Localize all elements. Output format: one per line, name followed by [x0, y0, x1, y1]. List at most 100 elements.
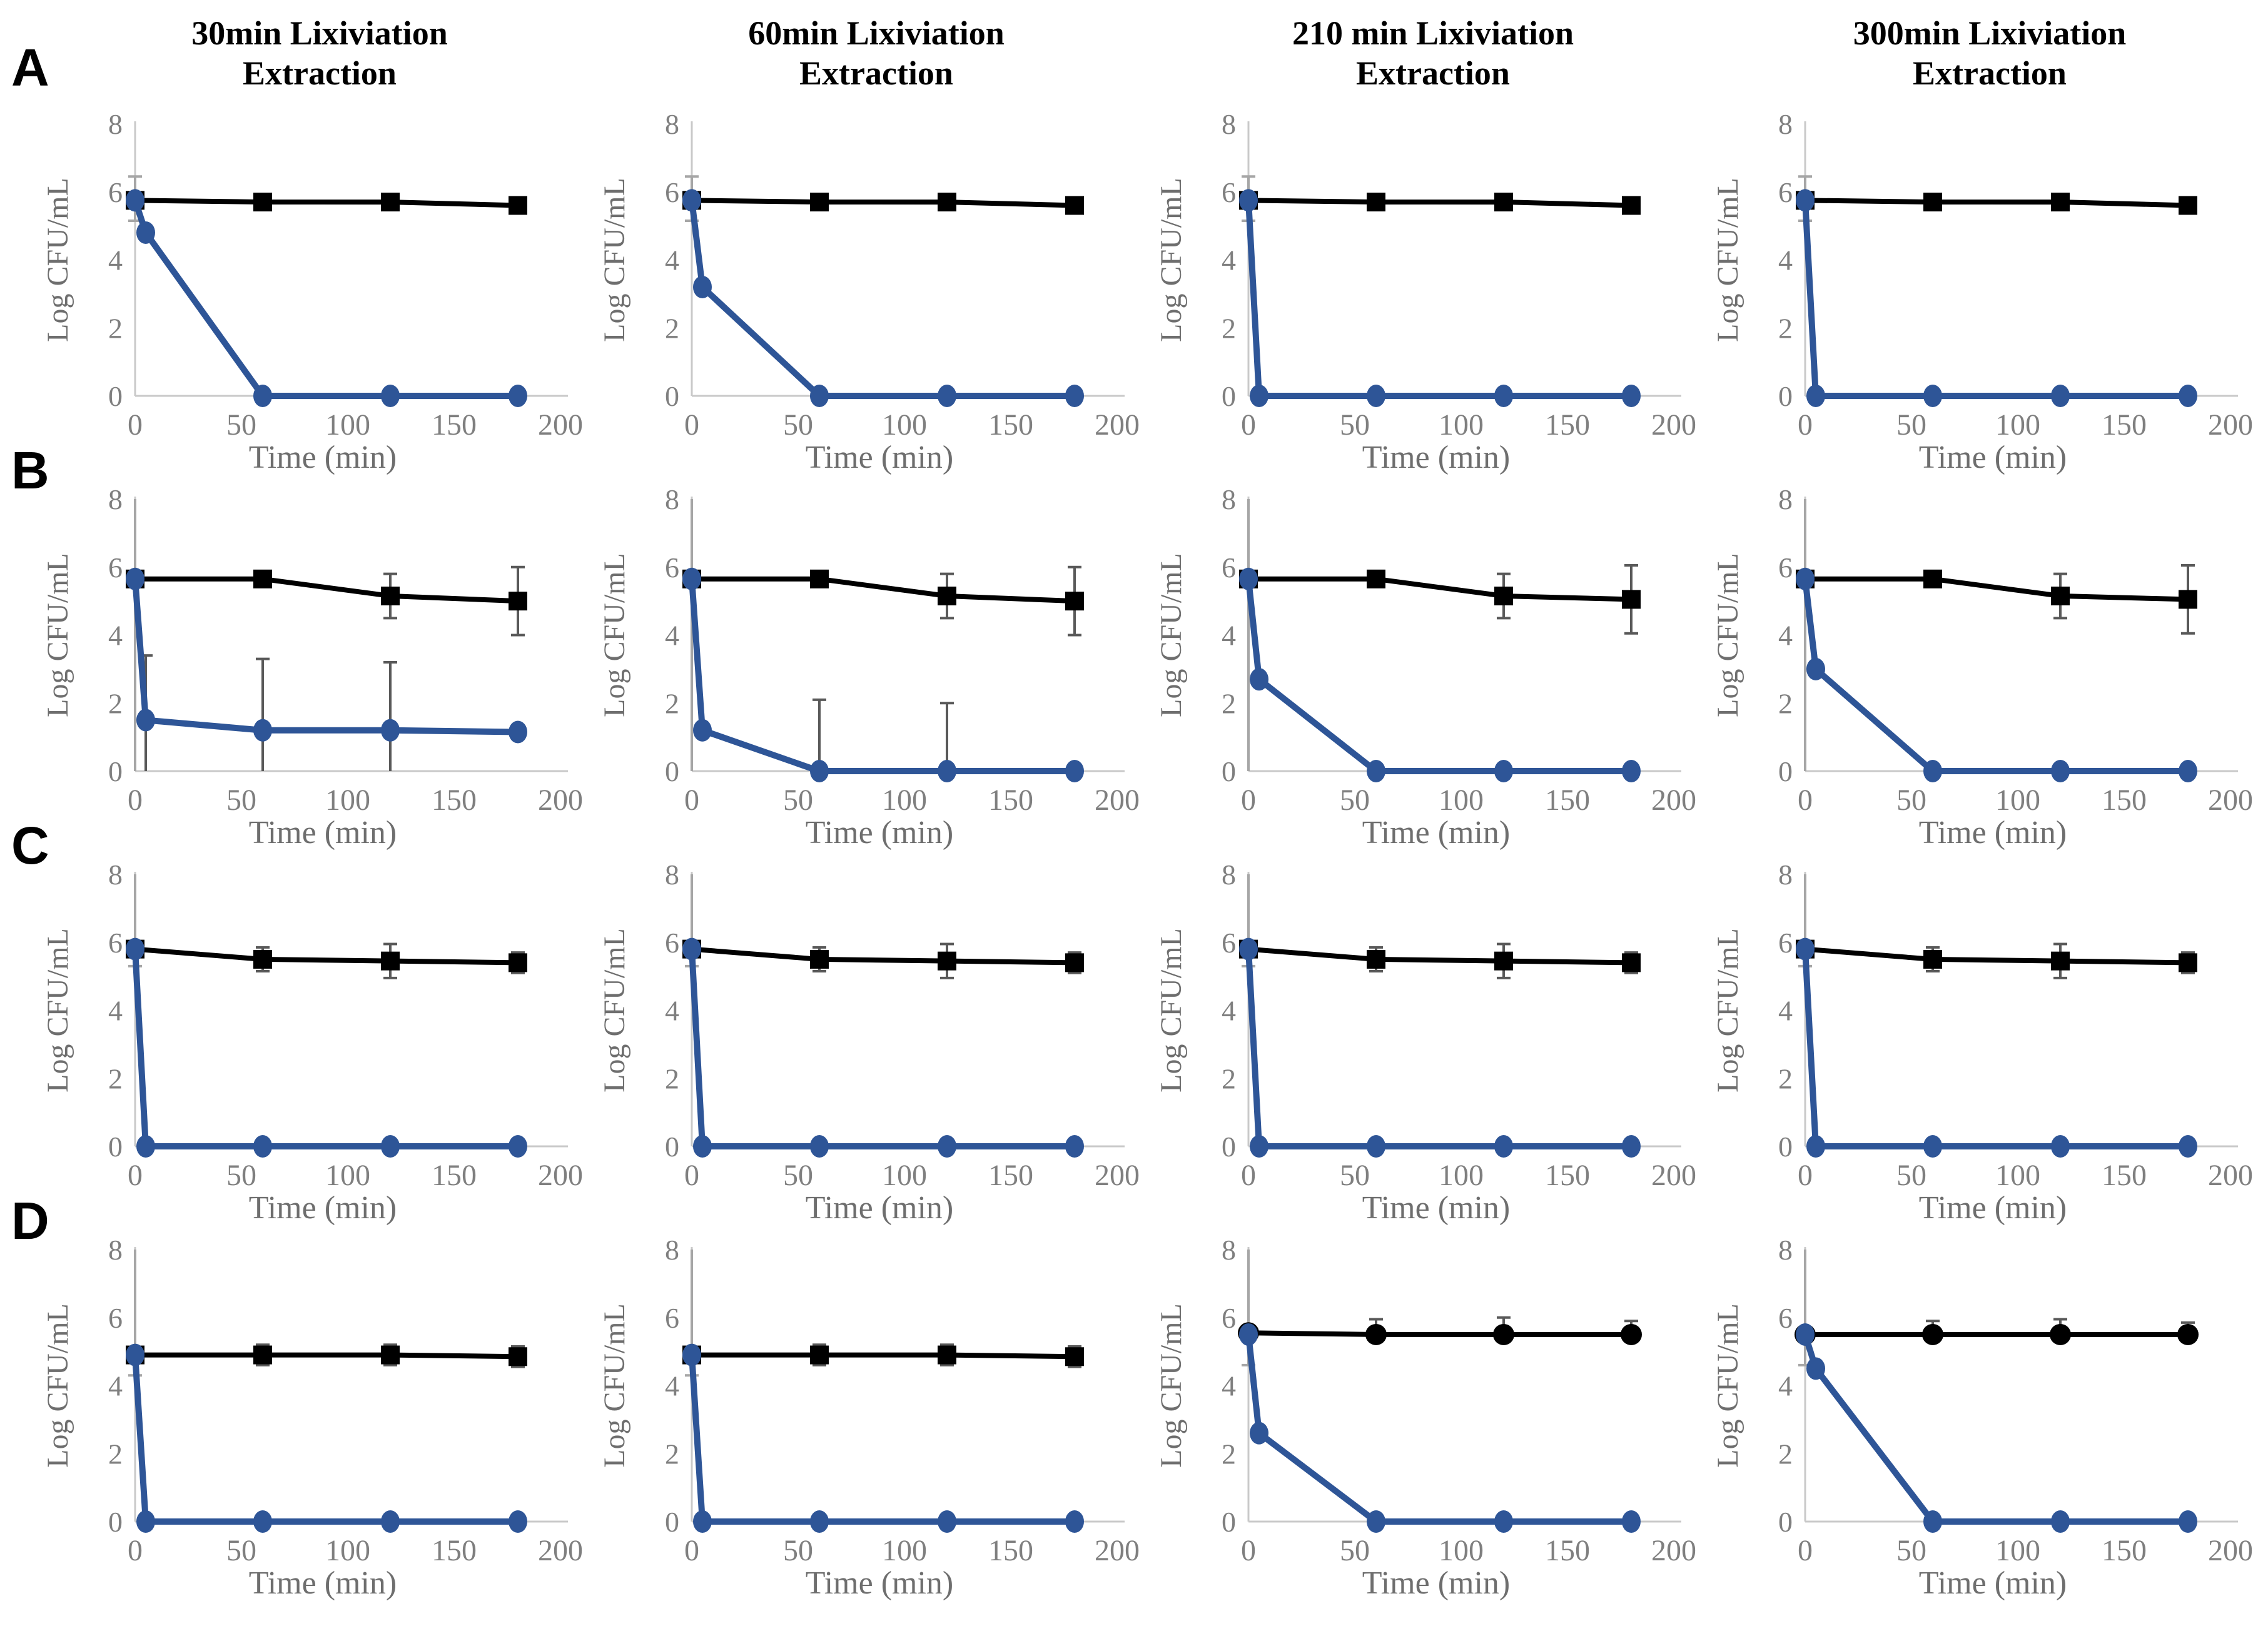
x-axis-title: Time (min): [1362, 815, 1510, 851]
treated-line: [132, 1355, 518, 1525]
x-tick-label: 50: [1340, 1159, 1370, 1192]
control-line: [692, 576, 1075, 604]
x-axis-title: Time (min): [1919, 1190, 2067, 1226]
tick-labels: 0 2 4 6 8 0 50 100 150 200: [108, 1234, 583, 1567]
x-axis-title: Time (min): [1362, 1190, 1510, 1226]
line-chart: 0 2 4 6 8 0 50 100 150 200 Log CFU/mL Time (min): [598, 859, 1140, 1226]
x-tick-label: 200: [538, 1534, 583, 1567]
treated-series: [126, 567, 527, 744]
tick-labels: 0 2 4 6 8 0 50 100 150 200: [1778, 1234, 2253, 1567]
chart-c-60min: 0 2 4 6 8 0 50 100 150 200 Log CFU/mL Time (min): [598, 856, 1155, 1231]
y-tick-label: 4: [1222, 245, 1236, 276]
treated-line: [132, 949, 518, 1149]
x-axis-title: Time (min): [1362, 1565, 1510, 1601]
tick-labels: 0 2 4 6 8 0 50 100 150 200: [108, 108, 583, 442]
treated-line: [132, 199, 518, 399]
control-line: [1248, 1330, 1631, 1337]
panel-label-b: B: [11, 441, 49, 500]
axes: [1247, 1247, 1681, 1523]
control-line: [135, 576, 519, 604]
panel-label-c: C: [11, 816, 49, 875]
treated-marker: [2179, 1135, 2197, 1158]
column-title-60min: 60min Lixiviation Extraction: [598, 11, 1155, 105]
y-axis-title: Log CFU/mL: [1155, 178, 1188, 342]
x-axis-title: Time (min): [806, 440, 953, 475]
line-chart: 0 2 4 6 8 0 50 100 150 200 Log CFU/mL Time (min): [41, 859, 583, 1226]
y-tick-label: 6: [665, 552, 679, 583]
x-tick-label: 150: [988, 1159, 1033, 1192]
x-tick-label: 100: [325, 1534, 370, 1567]
tick-labels: 0 2 4 6 8 0 50 100 150 200: [1222, 859, 1696, 1192]
chart-c-300min: 0 2 4 6 8 0 50 100 150 200 Log CFU/mL Time (min): [1711, 856, 2268, 1231]
treated-marker: [1239, 1323, 1258, 1346]
x-tick-label: 100: [1439, 1534, 1484, 1567]
y-tick-label: 0: [1778, 1506, 1793, 1538]
control-series: [1796, 939, 2197, 972]
x-tick-label: 100: [882, 408, 927, 442]
treated-marker: [136, 221, 155, 244]
x-tick-label: 200: [1095, 1534, 1140, 1567]
figure-grid: A 30min Lixiviation Extraction 60min Lix…: [0, 11, 2268, 1606]
control-marker: [253, 1345, 272, 1365]
x-tick-label: 50: [1340, 1534, 1370, 1567]
treated-marker: [693, 1510, 712, 1533]
y-tick-label: 8: [1222, 1234, 1236, 1266]
treated-marker: [1239, 937, 1258, 961]
treated-marker: [1250, 385, 1268, 407]
x-tick-label: 150: [2102, 408, 2147, 442]
y-tick-label: 8: [665, 1234, 679, 1266]
y-axis-title: Log CFU/mL: [41, 553, 74, 717]
x-tick-label: 50: [783, 408, 813, 442]
treated-series: [1796, 567, 2197, 782]
treated-series: [682, 937, 1084, 1158]
treated-marker: [1065, 760, 1084, 782]
tick-labels: 0 2 4 6 8 0 50 100 150 200: [108, 483, 583, 817]
treated-marker: [253, 1135, 272, 1158]
y-tick-label: 8: [1222, 108, 1236, 140]
control-marker: [938, 951, 956, 971]
chart-a-30min: 0 2 4 6 8 0 50 100 150 200 Log CFU/mL Time (min): [41, 105, 598, 480]
control-series: [1239, 191, 1641, 215]
axes: [1804, 872, 2238, 1148]
y-tick-label: 6: [1222, 927, 1236, 959]
y-tick-label: 4: [665, 245, 679, 276]
column-title-text: 60min Lixiviation Extraction: [748, 14, 1005, 92]
control-marker: [509, 196, 527, 215]
y-tick-label: 2: [1778, 687, 1793, 719]
control-marker: [381, 586, 400, 605]
x-tick-label: 100: [882, 784, 927, 817]
control-marker: [1622, 953, 1641, 972]
control-marker: [2177, 1323, 2199, 1345]
chart-b-30min: 0 2 4 6 8 0 50 100 150 200 Log CFU/mL Time (min): [41, 480, 598, 856]
control-marker: [509, 953, 527, 972]
axes: [1247, 497, 1681, 772]
chart-b-300min: 0 2 4 6 8 0 50 100 150 200 Log CFU/mL Time (min): [1711, 480, 2268, 856]
treated-series: [682, 1343, 1084, 1533]
x-axis-title: Time (min): [249, 815, 397, 851]
x-axis-title: Time (min): [1919, 440, 2067, 475]
x-tick-label: 50: [1340, 784, 1370, 817]
y-tick-label: 0: [108, 755, 123, 787]
control-series: [126, 191, 527, 215]
control-marker: [2050, 1323, 2071, 1345]
treated-marker: [693, 719, 712, 742]
treated-marker: [1239, 567, 1258, 590]
x-tick-label: 100: [1439, 408, 1484, 442]
y-tick-label: 6: [1222, 1302, 1236, 1334]
treated-marker: [509, 720, 527, 744]
treated-marker: [381, 719, 400, 742]
x-tick-label: 200: [538, 1159, 583, 1192]
y-tick-label: 0: [1222, 380, 1236, 412]
y-tick-label: 0: [1778, 1131, 1793, 1163]
chart-c-30min: 0 2 4 6 8 0 50 100 150 200 Log CFU/mL Time (min): [41, 856, 598, 1231]
treated-marker: [693, 1135, 712, 1158]
chart-d-210min: 0 2 4 6 8 0 50 100 150 200 Log CFU/mL Time (min): [1155, 1231, 1711, 1606]
treated-marker: [1923, 1510, 1942, 1533]
treated-line: [1245, 578, 1631, 774]
y-tick-label: 0: [1222, 1131, 1236, 1163]
y-tick-label: 2: [665, 1063, 679, 1094]
x-tick-label: 200: [2208, 408, 2253, 442]
y-tick-label: 8: [1222, 483, 1236, 515]
treated-marker: [1065, 385, 1084, 407]
treated-marker: [136, 1135, 155, 1158]
